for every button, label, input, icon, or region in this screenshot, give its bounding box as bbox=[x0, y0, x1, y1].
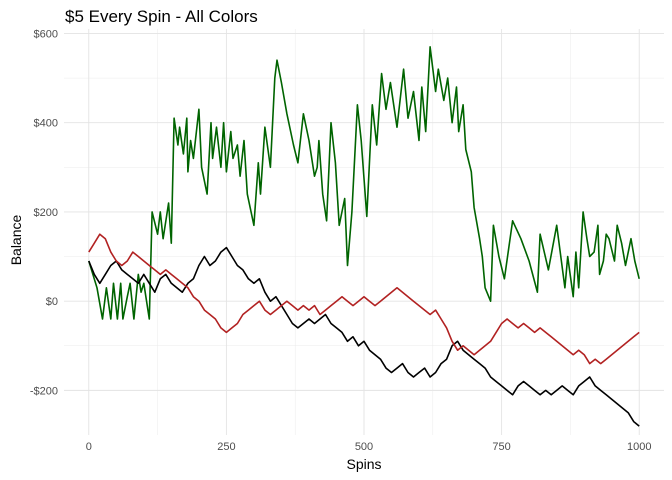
series-lines bbox=[88, 45, 640, 427]
y-tick-label: $200 bbox=[34, 207, 58, 219]
x-tick-labels: 0 250 500 750 1000 bbox=[86, 441, 652, 453]
x-tick-label: 750 bbox=[492, 441, 510, 453]
series-line-3 bbox=[88, 233, 640, 365]
y-axis-label: Balance bbox=[8, 214, 24, 266]
x-tick-label: 500 bbox=[355, 441, 373, 453]
series-line-1 bbox=[88, 45, 640, 320]
x-tick-label: 1000 bbox=[627, 441, 651, 453]
chart-title: $5 Every Spin - All Colors bbox=[65, 7, 258, 26]
major-gridlines bbox=[64, 29, 664, 435]
x-tick-label: 0 bbox=[86, 441, 92, 453]
y-tick-label: -$200 bbox=[30, 385, 58, 397]
x-tick-label: 250 bbox=[217, 441, 235, 453]
y-tick-labels: -$200 $0 $200 $400 $600 bbox=[30, 28, 58, 397]
y-tick-label: $400 bbox=[34, 118, 58, 130]
x-axis-label: Spins bbox=[346, 456, 382, 472]
y-tick-label: $600 bbox=[34, 28, 58, 40]
series-line-2 bbox=[88, 246, 640, 427]
y-tick-label: $0 bbox=[46, 296, 58, 308]
